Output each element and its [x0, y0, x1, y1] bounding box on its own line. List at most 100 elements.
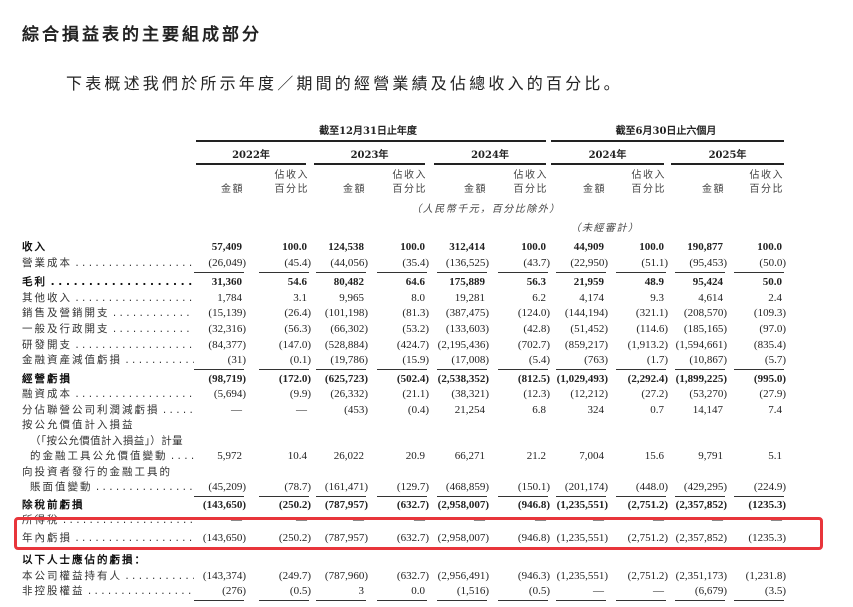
table-row: 融資成本 (5,694) (9.9) (26,332) (21.1) (38,321) (1… — [0, 387, 853, 402]
amount-cell: (1,235,551) — [556, 499, 608, 511]
percent-cell: (1,913.2) — [627, 339, 668, 351]
percent-cell: (15.9) — [402, 354, 429, 366]
percent-column-header: 佔收入 百分比 — [604, 169, 666, 197]
amount-cell: 1,784 — [217, 292, 242, 304]
row-label: 的金融工具公允價值變動 — [22, 449, 194, 464]
percent-cell: 6.8 — [532, 404, 546, 416]
percent-cell: (424.7) — [396, 339, 429, 351]
amount-cell: (38,321) — [451, 388, 489, 400]
underline-rule — [437, 600, 487, 601]
amount-cell: (2,351,173) — [675, 570, 727, 582]
percent-cell: 3.1 — [293, 292, 307, 304]
percent-cell: 0.7 — [650, 404, 664, 416]
underline-rule — [316, 272, 366, 273]
amount-cell: — — [474, 514, 485, 526]
percent-cell: — — [653, 514, 664, 526]
percent-cell: 21.2 — [526, 450, 546, 462]
amount-cell: (19,786) — [330, 354, 368, 366]
percent-cell: (946.8) — [517, 499, 550, 511]
underline-rule — [437, 369, 487, 370]
amount-cell: (787,957) — [324, 532, 368, 544]
percent-cell: (27.2) — [641, 388, 668, 400]
percent-cell: (129.7) — [396, 481, 429, 493]
percent-cell: — — [771, 514, 782, 526]
amount-cell: (787,957) — [324, 499, 368, 511]
underline-rule — [194, 272, 244, 273]
underline-rule — [259, 600, 309, 601]
percent-cell: 100.0 — [639, 241, 664, 253]
amount-cell: (22,950) — [570, 257, 608, 269]
percent-cell: (53.2) — [402, 323, 429, 335]
underline-rule — [259, 369, 309, 370]
amount-cell: (2,956,491) — [437, 570, 489, 582]
percent-cell: 5.1 — [768, 450, 782, 462]
amount-cell: (1,594,661) — [675, 339, 727, 351]
underline-rule — [556, 496, 606, 497]
underline-rule — [556, 600, 606, 601]
row-label: 除稅前虧損 — [22, 499, 85, 511]
table-row: 本公司權益持有人 (143,374) (249.7) (787,960) (632.7)… — [0, 569, 853, 584]
percent-cell: (224.9) — [753, 481, 786, 493]
year-rule — [551, 163, 664, 165]
table-row: 收入 57,409 100.0 124,538 100.0 312,414 100.0 44,… — [0, 240, 853, 255]
amount-cell: (787,960) — [324, 570, 368, 582]
amount-cell: (32,316) — [208, 323, 246, 335]
table-row: 除稅前虧損 (143,650) (250.2) (787,957) (632.7) (2,… — [0, 498, 853, 513]
year-header: 2022年 — [232, 150, 270, 161]
percent-cell: (150.1) — [517, 481, 550, 493]
table-row: 其他收入 1,784 3.1 9,965 8.0 19,281 6.2 4,174 9.3 4,6… — [0, 291, 853, 306]
amount-cell: 7,004 — [579, 450, 604, 462]
underline-rule — [437, 272, 487, 273]
underline-rule — [616, 272, 666, 273]
percent-column-header: 佔收入 百分比 — [722, 169, 784, 197]
percent-cell: (702.7) — [517, 339, 550, 351]
table-row: 以下人士應佔的虧損： — [0, 553, 853, 568]
row-label: 年內虧損 — [22, 531, 194, 546]
underline-rule — [675, 496, 725, 497]
row-label: 銷售及營銷開支 — [22, 306, 194, 321]
underline-rule — [259, 272, 309, 273]
percent-cell: (21.1) — [402, 388, 429, 400]
amount-cell: — — [712, 514, 723, 526]
year-rule — [671, 163, 784, 165]
row-label: 一般及行政開支 — [22, 322, 194, 337]
table-row: 的金融工具公允價值變動 5,972 10.4 26,022 20.9 66,271 21.2… — [0, 449, 853, 464]
amount-cell: 19,281 — [454, 292, 485, 304]
underline-rule — [498, 496, 548, 497]
percent-cell: (995.0) — [753, 373, 786, 385]
amount-cell: (45,209) — [208, 481, 246, 493]
percent-cell: — — [296, 404, 307, 416]
underline-rule — [377, 369, 427, 370]
percent-cell: (0.4) — [407, 404, 429, 416]
percent-cell: (81.3) — [402, 307, 429, 319]
percent-cell: (27.9) — [759, 388, 786, 400]
amount-cell: (10,867) — [689, 354, 727, 366]
table-row: 營業成本 (26,049) (45.4) (44,056) (35.4) (136,525… — [0, 256, 853, 273]
percent-cell: (946.8) — [517, 532, 550, 544]
row-label: 毛利 — [22, 275, 194, 290]
percent-cell: (97.0) — [759, 323, 786, 335]
amount-cell: (2,195,436) — [437, 339, 489, 351]
amount-cell: (5,694) — [213, 388, 246, 400]
amount-cell: (429,295) — [683, 481, 727, 493]
underline-rule — [194, 496, 244, 497]
amount-cell: (201,174) — [564, 481, 608, 493]
unit-note: （人民幣千元，百分比除外） — [411, 204, 561, 215]
year-header: 2023年 — [350, 150, 389, 161]
row-label: 按公允價值計入損益 — [22, 419, 135, 431]
year-header: 2024年 — [471, 150, 509, 161]
percent-cell: (147.0) — [278, 339, 311, 351]
row-label: 非控股權益 — [22, 584, 194, 599]
amount-cell: (98,719) — [208, 373, 246, 385]
amount-cell: (1,516) — [456, 585, 489, 597]
underline-rule — [377, 272, 427, 273]
table-row: 研發開支 (84,377) (147.0) (528,884) (424.7) (2,19… — [0, 338, 853, 353]
year-header: 2025年 — [708, 150, 747, 161]
percent-cell: (109.3) — [753, 307, 786, 319]
amount-cell: 21,254 — [454, 404, 485, 416]
amount-cell: (133,603) — [445, 323, 489, 335]
percent-cell: (0.5) — [289, 585, 311, 597]
amount-cell: (31) — [227, 354, 246, 366]
percent-cell: (632.7) — [396, 499, 429, 511]
amount-cell: 175,889 — [449, 276, 485, 288]
